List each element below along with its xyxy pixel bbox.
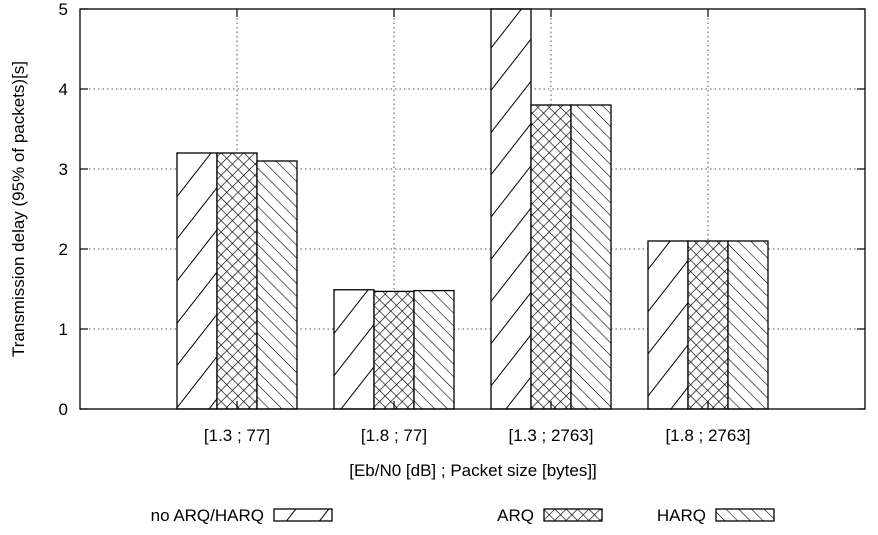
- bar-hatch: [257, 161, 297, 409]
- x-tick-label: [1.8 ; 2763]: [665, 426, 750, 445]
- bar-hatch-b: [531, 105, 571, 409]
- y-tick-label: 2: [59, 240, 68, 259]
- bar: [256, 160, 298, 410]
- bar-hatch-b: [688, 241, 728, 409]
- y-tick-label: 0: [59, 400, 68, 419]
- legend-swatch-outline: [543, 508, 603, 522]
- x-tick-label: [1.3 ; 77]: [204, 426, 270, 445]
- y-axis-label: Transmission delay (95% of packets)[s]: [9, 61, 28, 357]
- bar-hatch: [571, 105, 611, 409]
- legend-swatch-hatch: [716, 509, 774, 521]
- bar-hatch: [648, 241, 688, 409]
- legend: no ARQ/HARQ ARQ HARQ: [151, 506, 775, 525]
- bar: [570, 104, 612, 410]
- bar-hatch: [177, 153, 217, 409]
- bar-hatch: [491, 9, 531, 409]
- x-axis-label: [Eb/N0 [dB] ; Packet size [bytes]]: [349, 461, 597, 480]
- legend-swatch: [715, 508, 775, 522]
- bar: [373, 290, 415, 410]
- legend-swatch-outline: [715, 508, 775, 522]
- bar: [216, 152, 258, 410]
- bar: [413, 289, 455, 410]
- legend-swatch-hatch: [274, 509, 332, 521]
- x-tick-label: [1.3 ; 2763]: [508, 426, 593, 445]
- bars: [176, 8, 769, 410]
- x-axis-ticks: [1.3 ; 77] [1.8 ; 77] [1.3 ; 2763] [1.8 ; 2…: [204, 9, 751, 445]
- legend-label: no ARQ/HARQ: [151, 506, 264, 525]
- y-tick-label: 3: [59, 160, 68, 179]
- bar: [530, 104, 572, 410]
- legend-label: ARQ: [497, 506, 534, 525]
- y-tick-label: 4: [59, 80, 68, 99]
- bar: [687, 240, 729, 410]
- bar-hatch: [334, 289, 374, 409]
- bar-hatch-b: [374, 291, 414, 409]
- x-tick-label: [1.8 ; 77]: [361, 426, 427, 445]
- y-tick-label: 1: [59, 320, 68, 339]
- plot-frame: [79, 8, 866, 410]
- bar: [727, 240, 769, 410]
- bar: [490, 8, 532, 410]
- legend-swatch: [273, 508, 333, 522]
- bar: [647, 240, 689, 410]
- legend-swatch-outline: [273, 508, 333, 522]
- legend-swatch: [543, 508, 603, 522]
- bar: [333, 289, 375, 410]
- y-tick-label: 5: [59, 0, 68, 19]
- bar-hatch: [728, 241, 768, 409]
- bar-hatch: [414, 290, 454, 409]
- bar-hatch-b: [217, 153, 257, 409]
- legend-label: HARQ: [657, 506, 706, 525]
- bar: [176, 152, 218, 410]
- legend-swatch-hatch-b: [544, 509, 602, 521]
